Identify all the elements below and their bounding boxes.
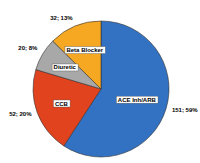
category-label: Beta Blocker [66, 47, 103, 53]
labels: ACE Inh/ARB 151; 59% CCB 52; 20% Diuretic 20;… [9, 15, 198, 118]
category-label: ACE Inh/ARB [118, 97, 157, 103]
label-box [53, 100, 70, 107]
data-label: 151; 59% [172, 107, 198, 113]
category-label: Diuretic [54, 64, 77, 70]
pie-slice [53, 21, 101, 89]
data-label: 32; 13% [50, 15, 73, 21]
slices [33, 21, 169, 157]
chart: ACE Inh/ARB 151; 59% CCB 52; 20% Diuretic 20;… [0, 0, 200, 163]
label-box [52, 64, 78, 71]
label-box [116, 96, 158, 103]
label-box [65, 47, 105, 54]
data-label: 52; 20% [9, 111, 32, 117]
category-label: CCB [55, 101, 69, 107]
data-label: 20; 8% [18, 45, 38, 51]
